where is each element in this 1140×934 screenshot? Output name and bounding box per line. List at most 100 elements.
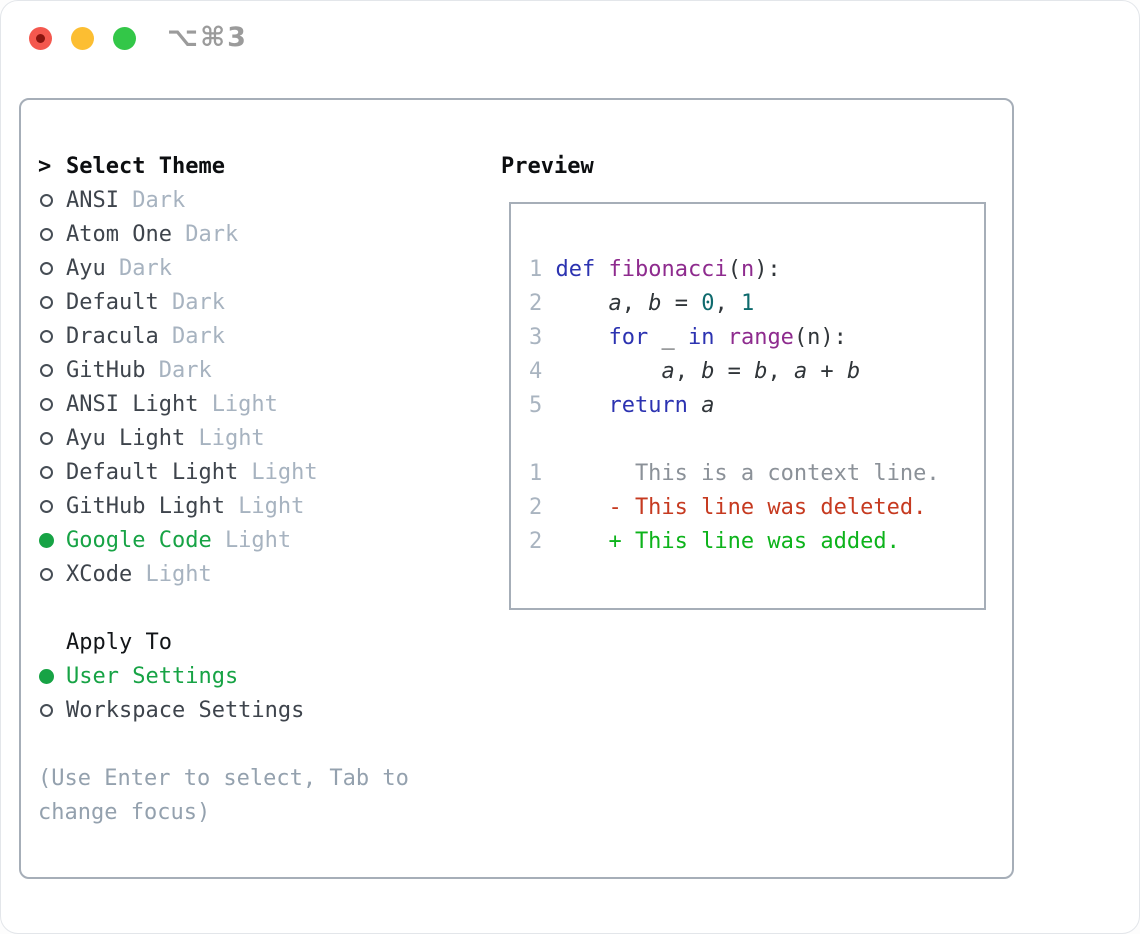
code-token: = (661, 290, 702, 316)
diff-line-ctx: 1 This is a context line. (529, 456, 984, 490)
option-label: ANSI Light (66, 391, 199, 417)
code-token: , (621, 290, 649, 316)
preview-header: Preview (501, 153, 594, 179)
theme-option-ansi-light-light[interactable]: ANSI Light Light (38, 387, 409, 421)
code-token (555, 291, 608, 316)
code-token: 0 (701, 290, 715, 316)
line-number: 2 (529, 528, 543, 554)
theme-option-default-dark[interactable]: Default Dark (38, 285, 409, 319)
code-token: 1 (740, 290, 755, 316)
theme-option-github-light-light[interactable]: GitHub Light Light (38, 489, 409, 523)
theme-option-default-light-light[interactable]: Default Light Light (38, 455, 409, 489)
option-variant-label: Light (198, 425, 265, 451)
code-token: range (727, 324, 794, 350)
radio-icon (38, 465, 66, 479)
code-token: in (687, 324, 715, 350)
select-theme-title: Select Theme (66, 153, 225, 179)
option-variant-label: Dark (158, 357, 212, 383)
hint-text-line-1: (Use Enter to select, Tab to (38, 765, 409, 791)
radio-icon (38, 703, 66, 717)
radio-icon (38, 499, 66, 513)
code-token: _ (648, 324, 688, 350)
zoom-button[interactable] (113, 27, 136, 50)
unsaved-changes-dot-icon (36, 34, 45, 43)
spacer (38, 591, 409, 625)
theme-picker-panel: > Select Theme ANSI Dark Atom One Dark Ayu Da… (19, 98, 1014, 879)
radio-icon (38, 193, 66, 207)
line-number: 1 (529, 460, 543, 486)
code-token (595, 257, 608, 282)
code-token: n (740, 256, 755, 282)
option-label: Default (66, 289, 159, 315)
option-variant-label: Light (224, 527, 292, 553)
theme-list: ANSI Dark Atom One Dark Ayu Dark Default Dark Dr… (38, 183, 409, 591)
option-label: Ayu Light (66, 425, 186, 451)
apply-option-workspace-settings[interactable]: Workspace Settings (38, 693, 409, 727)
option-variant-label: Dark (118, 255, 172, 281)
code-token (688, 393, 701, 418)
option-label: Ayu (66, 255, 106, 281)
option-label: Dracula (66, 323, 159, 349)
theme-option-github-dark[interactable]: GitHub Dark (38, 353, 409, 387)
apply-to-header: Apply To (38, 625, 409, 659)
line-number: 2 (529, 290, 543, 316)
option-label: XCode (66, 561, 133, 587)
radio-icon (38, 431, 66, 445)
line-number: 4 (529, 358, 543, 384)
code-token: (n): (793, 324, 847, 350)
code-token: a (661, 358, 675, 384)
code-token: b (701, 358, 715, 384)
code-token: , (767, 358, 794, 384)
code-token: def (555, 256, 596, 282)
code-line: 1 def fibonacci(n): (529, 252, 984, 286)
option-variant-label: Dark (185, 221, 239, 247)
code-token: return (608, 392, 688, 418)
theme-option-dracula-dark[interactable]: Dracula Dark (38, 319, 409, 353)
option-label: Workspace Settings (66, 697, 305, 723)
close-button[interactable] (29, 27, 52, 50)
apply-option-user-settings[interactable]: User Settings (38, 659, 409, 693)
theme-option-xcode-light[interactable]: XCode Light (38, 557, 409, 591)
option-label: GitHub Light (66, 493, 225, 519)
radio-icon (38, 329, 66, 343)
code-token: b (846, 358, 861, 384)
window-title: ⌥⌘3 (167, 22, 248, 53)
option-label: Default Light (66, 459, 239, 485)
option-label: Atom One (66, 221, 172, 247)
theme-option-atom-one-dark[interactable]: Atom One Dark (38, 217, 409, 251)
selection-cursor-icon: > (38, 153, 52, 179)
code-token: for (608, 324, 649, 350)
diff-text: This is a context line. (555, 460, 940, 486)
option-label: User Settings (66, 663, 239, 689)
code-token: a (608, 290, 622, 316)
code-token (555, 393, 608, 418)
diff-text: - This line was deleted. (555, 494, 927, 520)
selected-radio-icon (38, 668, 66, 684)
theme-option-ayu-dark[interactable]: Ayu Dark (38, 251, 409, 285)
code-line: 2 a, b = 0, 1 (529, 286, 984, 320)
option-label: Google Code (66, 527, 212, 553)
theme-option-ayu-light-light[interactable]: Ayu Light Light (38, 421, 409, 455)
apply-to-title: Apply To (66, 629, 172, 655)
radio-icon (38, 227, 66, 241)
radio-icon (38, 261, 66, 275)
apply-options: User Settings Workspace Settings (38, 659, 409, 727)
option-variant-label: Dark (132, 187, 186, 213)
code-token (555, 325, 608, 350)
radio-icon (38, 295, 66, 309)
line-number: 5 (529, 392, 543, 418)
spacer (38, 727, 409, 761)
theme-option-ansi-dark[interactable]: ANSI Dark (38, 183, 409, 217)
option-label: ANSI (66, 187, 119, 213)
traffic-lights (29, 27, 136, 50)
diff-line-del: 2 - This line was deleted. (529, 490, 984, 524)
theme-option-google-code-light[interactable]: Google Code Light (38, 523, 409, 557)
code-token: , (714, 290, 741, 316)
minimize-button[interactable] (71, 27, 94, 50)
code-token: ( (727, 256, 741, 282)
diff-line-add: 2 + This line was added. (529, 524, 984, 558)
selected-radio-icon (38, 532, 66, 548)
option-variant-label: Light (211, 391, 278, 417)
